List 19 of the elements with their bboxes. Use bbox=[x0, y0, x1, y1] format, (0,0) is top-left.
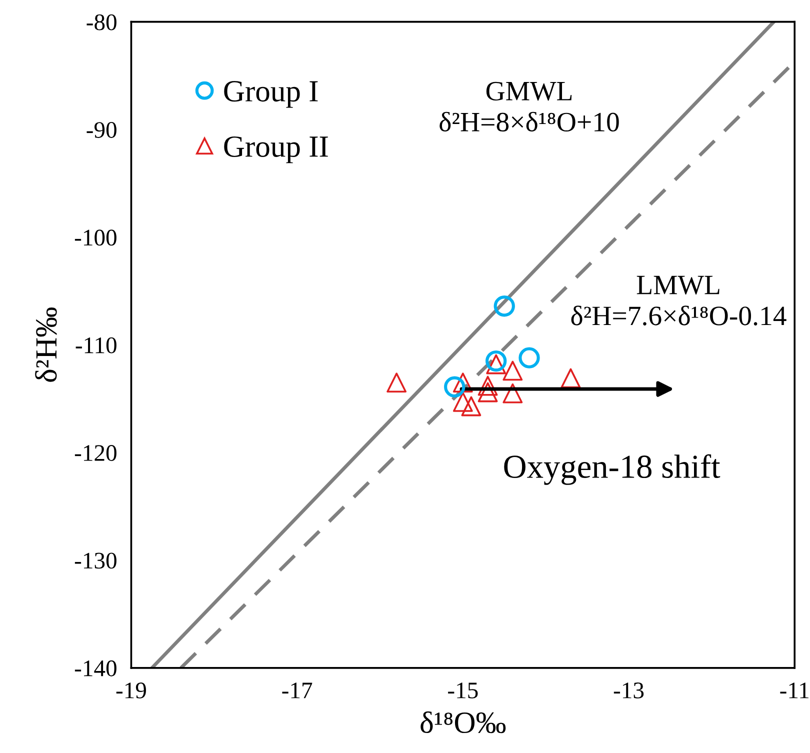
y-tick-label: -100 bbox=[74, 230, 116, 246]
legend-label: Group I bbox=[224, 81, 318, 108]
annotation: Oxygen-18 shift bbox=[504, 454, 720, 485]
legend-label: Group II bbox=[224, 136, 328, 164]
y-tick-label: -110 bbox=[76, 337, 116, 354]
y-tick-label: -120 bbox=[74, 445, 116, 461]
x-axis-title: δ¹⁸O‰ bbox=[420, 711, 506, 734]
y-tick-label: -90 bbox=[86, 122, 116, 138]
x-tick-label: -17 bbox=[282, 682, 312, 698]
annotation: GMWL δ²H=8×δ¹⁸O+10 bbox=[440, 82, 619, 132]
y-tick-label: -80 bbox=[86, 14, 116, 30]
y-tick-label: -130 bbox=[74, 552, 116, 569]
x-tick-label: -13 bbox=[614, 682, 644, 698]
y-tick-label: -140 bbox=[74, 660, 116, 676]
y-axis-title: δ²H‰ bbox=[35, 307, 57, 382]
x-tick-label: -11 bbox=[780, 682, 808, 698]
annotation: LMWL δ²H=7.6×δ¹⁸O-0.14 bbox=[571, 276, 786, 326]
x-tick-label: -15 bbox=[448, 682, 478, 698]
x-tick-label: -19 bbox=[116, 682, 146, 698]
